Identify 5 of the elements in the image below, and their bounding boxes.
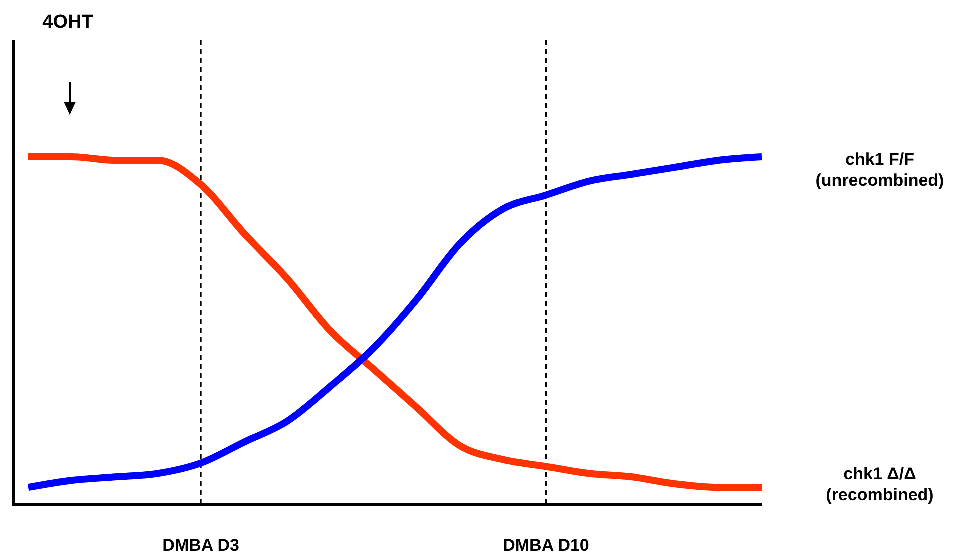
text: chk1 F/F (unrecombined) [816, 150, 944, 190]
text: chk1 Δ/Δ (recombined) [826, 464, 934, 505]
text: 4OHT [42, 12, 94, 33]
x-tick-label: DMBA D10 [503, 536, 590, 555]
x-tick-label: DMBA D3 [162, 536, 240, 555]
